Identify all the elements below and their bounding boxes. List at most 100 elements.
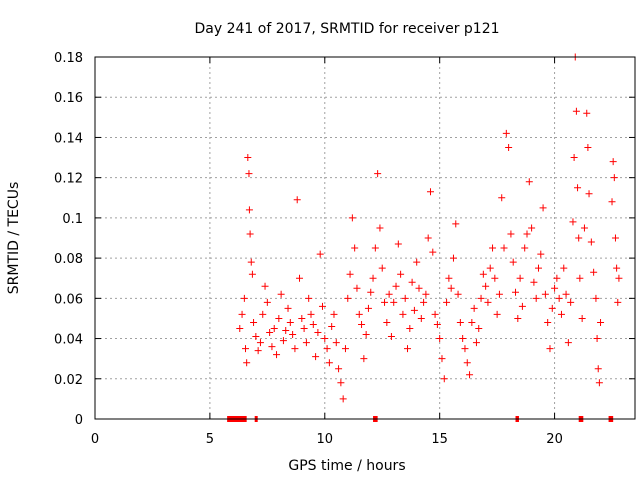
data-point <box>567 298 575 306</box>
data-point <box>555 294 563 302</box>
data-point <box>397 270 405 278</box>
data-point <box>456 318 464 326</box>
data-point <box>238 310 246 318</box>
data-point <box>328 322 336 330</box>
data-point <box>583 109 591 117</box>
data-point <box>466 371 474 379</box>
data-point <box>479 270 487 278</box>
data-point <box>539 204 547 212</box>
y-tick-label: 0.18 <box>54 51 83 66</box>
data-point <box>415 284 423 292</box>
data-point <box>516 274 524 282</box>
data-point <box>486 264 494 272</box>
x-tick-label: 5 <box>206 432 214 447</box>
data-point <box>493 310 501 318</box>
data-point <box>584 144 592 151</box>
data-point <box>463 359 471 367</box>
data-point <box>289 331 297 339</box>
x-tick-label: 10 <box>317 432 334 447</box>
data-point <box>348 214 356 222</box>
data-point <box>498 194 506 202</box>
data-point <box>245 170 253 178</box>
data-point <box>594 365 602 373</box>
data-point <box>592 294 600 302</box>
data-point <box>346 270 354 278</box>
data-point <box>282 327 290 335</box>
data-point <box>374 170 382 178</box>
data-point <box>575 234 583 242</box>
data-point <box>369 274 377 282</box>
data-point <box>560 264 568 272</box>
data-point <box>275 314 283 322</box>
data-point <box>544 318 552 326</box>
data-point <box>608 198 616 206</box>
data-point <box>263 298 271 306</box>
data-point <box>399 310 407 318</box>
data-point <box>495 290 503 298</box>
data-point <box>273 351 281 359</box>
data-point <box>325 359 333 367</box>
data-point <box>316 250 324 258</box>
data-point <box>509 258 517 266</box>
data-point <box>532 294 540 302</box>
data-point <box>312 353 320 361</box>
data-point <box>470 304 478 312</box>
data-point <box>242 345 250 353</box>
y-axis-label: SRMTID / TECUs <box>6 182 22 295</box>
data-point <box>286 318 294 326</box>
data-point <box>244 154 252 162</box>
data-point <box>240 294 248 302</box>
data-point <box>309 320 317 328</box>
data-point <box>614 298 622 306</box>
data-point <box>436 335 444 343</box>
x-tick-label: 20 <box>546 432 563 447</box>
x-tick-label: 15 <box>431 432 448 447</box>
data-point <box>376 224 384 232</box>
data-point <box>330 310 338 318</box>
data-point <box>431 310 439 318</box>
data-point <box>300 325 308 332</box>
data-point <box>385 290 393 298</box>
data-point <box>459 335 467 343</box>
data-point <box>429 248 437 256</box>
data-point <box>580 224 588 232</box>
data-point <box>417 314 425 322</box>
data-point <box>344 294 352 302</box>
data-point <box>261 282 269 290</box>
data-point <box>307 310 315 318</box>
y-tick-label: 0.12 <box>54 172 83 187</box>
data-point <box>426 188 434 196</box>
data-point <box>449 254 457 262</box>
data-point <box>371 244 379 252</box>
data-point <box>364 304 372 312</box>
data-point <box>378 264 386 272</box>
data-point <box>525 178 533 186</box>
data-point <box>454 290 462 298</box>
data-point <box>323 345 331 353</box>
chart-title: Day 241 of 2017, SRMTID for receiver p12… <box>194 21 499 37</box>
data-point <box>268 343 276 351</box>
data-point <box>332 339 340 347</box>
data-point <box>610 174 618 182</box>
data-point <box>595 379 603 387</box>
data-point <box>477 294 485 302</box>
data-point <box>291 345 299 353</box>
data-point <box>422 290 430 298</box>
data-point <box>587 238 595 246</box>
data-point <box>367 288 375 296</box>
data-point <box>358 320 366 328</box>
data-point <box>433 320 441 328</box>
data-point <box>406 325 414 332</box>
y-tick-label: 0.02 <box>54 373 83 388</box>
data-point <box>461 345 469 353</box>
data-point <box>537 250 545 258</box>
data-point <box>353 284 361 292</box>
data-point <box>394 240 402 248</box>
data-point <box>236 325 244 332</box>
data-point <box>534 264 542 272</box>
data-point <box>569 218 577 226</box>
data-point <box>472 339 480 347</box>
data-point <box>420 298 428 306</box>
